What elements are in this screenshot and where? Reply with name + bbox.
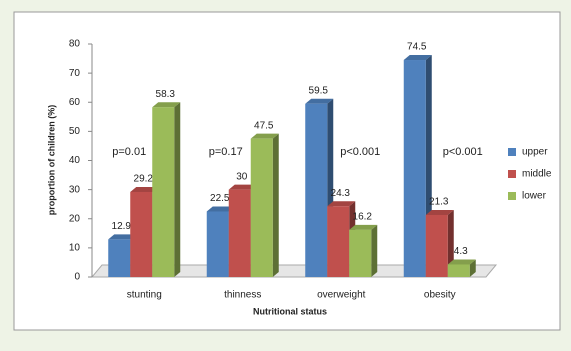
bar-top bbox=[447, 259, 476, 265]
annotation: p<0.001 bbox=[340, 146, 380, 158]
annotation: p=0.17 bbox=[209, 146, 243, 158]
y-tick-label: 60 bbox=[69, 97, 81, 108]
bar bbox=[403, 60, 426, 277]
data-label: 59.5 bbox=[309, 85, 329, 96]
legend-label: middle bbox=[522, 169, 552, 180]
y-tick-label: 40 bbox=[69, 155, 81, 166]
y-tick-label: 30 bbox=[69, 184, 81, 195]
bar-side bbox=[469, 259, 476, 277]
x-tick-label: overweight bbox=[317, 290, 366, 301]
bar-side bbox=[174, 102, 181, 277]
bar-top bbox=[206, 206, 235, 212]
bar-top bbox=[425, 209, 454, 215]
bar-top bbox=[228, 184, 257, 190]
data-label: 21.3 bbox=[429, 197, 449, 208]
bar-top bbox=[327, 201, 356, 207]
data-label: 30 bbox=[236, 171, 248, 182]
y-axis-title: proportion of children (%) bbox=[46, 105, 56, 216]
x-tick-label: stunting bbox=[127, 290, 162, 301]
data-label: 24.3 bbox=[331, 188, 351, 199]
x-tick-label: obesity bbox=[424, 290, 456, 301]
data-label: 29.2 bbox=[134, 174, 154, 185]
bar-top bbox=[403, 55, 432, 61]
bar bbox=[108, 239, 131, 277]
x-axis-title: Nutritional status bbox=[253, 306, 327, 316]
data-label: 12.9 bbox=[112, 221, 132, 232]
legend-label: upper bbox=[522, 147, 548, 158]
data-label: 74.5 bbox=[407, 42, 427, 53]
x-tick-label: thinness bbox=[224, 290, 261, 301]
bar bbox=[349, 229, 372, 277]
annotation: p=0.01 bbox=[112, 146, 146, 158]
chart-area bbox=[13, 11, 561, 331]
legend-swatch bbox=[508, 192, 516, 200]
bar-side bbox=[371, 224, 378, 277]
data-label: 22.5 bbox=[210, 193, 230, 204]
bar-top bbox=[349, 224, 378, 230]
y-tick-label: 20 bbox=[69, 213, 81, 224]
bar-top bbox=[108, 234, 137, 240]
bar bbox=[228, 189, 251, 277]
bar bbox=[250, 138, 273, 277]
bar-top bbox=[152, 102, 181, 108]
data-label: 58.3 bbox=[156, 89, 176, 100]
bar bbox=[425, 214, 448, 277]
y-tick-label: 50 bbox=[69, 126, 81, 137]
bar-side bbox=[447, 209, 454, 277]
y-tick-label: 0 bbox=[74, 272, 80, 283]
y-tick-label: 80 bbox=[69, 39, 81, 50]
data-label: 47.5 bbox=[254, 120, 274, 131]
bar-top bbox=[305, 98, 334, 104]
data-label: 16.2 bbox=[353, 211, 373, 222]
bar bbox=[327, 206, 350, 277]
bar-top bbox=[250, 133, 279, 139]
bar-side bbox=[272, 133, 279, 277]
y-tick-label: 10 bbox=[69, 243, 81, 254]
bar-top bbox=[130, 186, 159, 192]
data-label: 4.3 bbox=[454, 246, 468, 257]
bar bbox=[152, 107, 175, 277]
bar bbox=[130, 191, 153, 277]
bar bbox=[305, 103, 328, 277]
bar bbox=[447, 264, 470, 277]
y-tick-label: 70 bbox=[69, 68, 81, 79]
legend-swatch bbox=[508, 170, 516, 178]
bar bbox=[206, 211, 229, 277]
annotation: p<0.001 bbox=[443, 146, 483, 158]
legend-label: lower bbox=[522, 191, 547, 202]
legend-swatch bbox=[508, 148, 516, 156]
